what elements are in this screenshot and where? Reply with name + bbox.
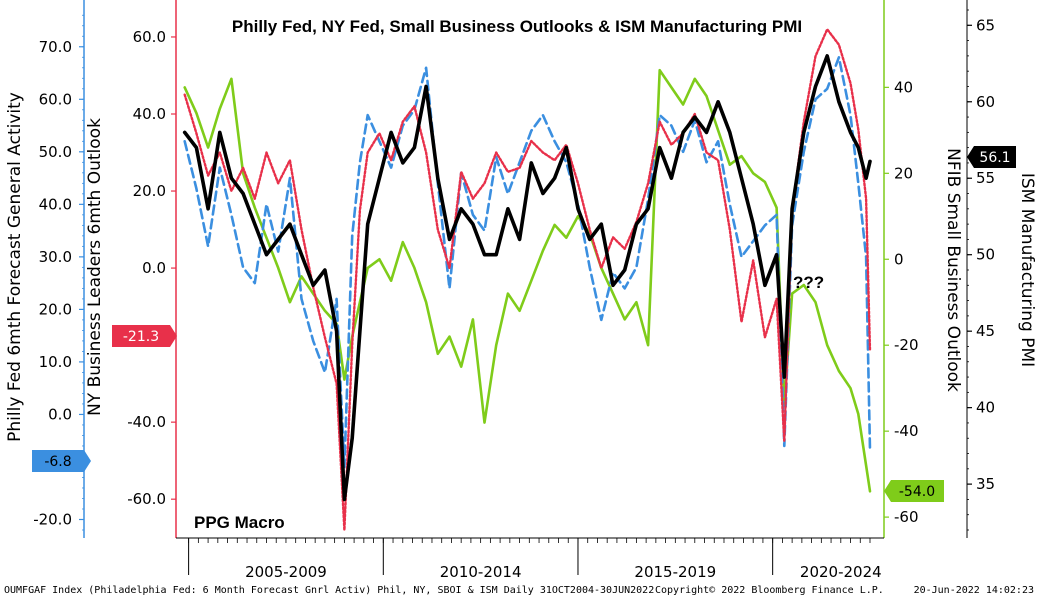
philly-tick-label: 10.0 — [39, 353, 72, 371]
philly-tick-label: 50.0 — [39, 143, 72, 161]
philly-tick-label: 40.0 — [39, 195, 72, 213]
ny-tick-label: -60.0 — [127, 490, 166, 508]
x-period-label: 2020-2024 — [800, 563, 882, 581]
ny-tick-label: 60.0 — [133, 28, 166, 46]
ism-tick-label: 55 — [976, 169, 995, 187]
nfib-tick-label: 0 — [894, 250, 904, 268]
watermark: PPG Macro — [194, 513, 285, 532]
ism-tick-label: 35 — [976, 475, 995, 493]
nfib-last-value: -54.0 — [899, 484, 935, 500]
nfib-tick-label: 40 — [894, 78, 913, 96]
series-ny — [183, 28, 872, 532]
nfib-axis-ticks: 40 20 0 -20 -40 -60 — [884, 78, 919, 526]
footer-copyright: Copyright© 2022 Bloomberg Finance L.P. — [655, 585, 884, 596]
philly-axis-title: Philly Fed 6mth Forecast General Activit… — [5, 92, 25, 442]
series-nfib — [183, 68, 872, 493]
x-axis-ticks: 2005-2009 2010-2014 2015-2019 2020-2024 — [188, 538, 882, 581]
philly-last-value: -6.8 — [44, 454, 71, 470]
philly-tick-label: 30.0 — [39, 248, 72, 266]
philly-tick-label: 0.0 — [48, 405, 72, 423]
philly-tick-label: -20.0 — [33, 510, 72, 528]
ism-axis-ticks: 65 60 55 50 45 40 35 — [967, 9, 995, 531]
nfib-tick-label: -40 — [894, 422, 919, 440]
ism-tick-label: 40 — [976, 399, 995, 417]
chart-title: Philly Fed, NY Fed, Small Business Outlo… — [232, 17, 802, 36]
ny-tick-label: 20.0 — [133, 182, 166, 200]
nfib-tick-label: -20 — [894, 336, 919, 354]
nfib-last-value-tag: -54.0 — [884, 480, 944, 502]
footer-source: OUMFGAF Index (Philadelphia Fed: 6 Month… — [4, 585, 654, 596]
philly-tick-label: 70.0 — [39, 38, 72, 56]
ny-last-value-tag: -21.3 — [112, 325, 177, 347]
ny-axis-ticks: 60.0 40.0 20.0 0.0 -40.0 -60.0 — [127, 28, 176, 508]
ism-last-value: 56.1 — [979, 150, 1010, 166]
philly-tick-label: 20.0 — [39, 300, 72, 318]
ny-tick-label: 0.0 — [142, 259, 166, 277]
x-period-label: 2010-2014 — [440, 563, 522, 581]
ny-last-value: -21.3 — [123, 329, 159, 345]
ism-tick-label: 65 — [976, 16, 995, 34]
series-line-ism — [182, 54, 872, 502]
annotation: ??? — [793, 273, 824, 292]
ism-tick-label: 45 — [976, 322, 995, 340]
ism-tick-label: 60 — [976, 93, 995, 111]
series-line-ny — [183, 28, 872, 532]
ny-tick-label: -40.0 — [127, 413, 166, 431]
series-philly — [183, 56, 872, 469]
footer-timestamp: 20-Jun-2022 14:02:23 — [914, 585, 1034, 596]
series-line-philly — [183, 56, 872, 469]
nfib-tick-label: 20 — [894, 164, 913, 182]
plot-frame — [83, 0, 968, 539]
ism-axis-title: ISM Manufacturing PMI — [1017, 173, 1037, 367]
series-layer — [182, 28, 872, 532]
nfib-axis-title: NFIB Small Business Outlook — [943, 148, 963, 392]
ism-tick-label: 50 — [976, 246, 995, 264]
series-line-nfib — [183, 68, 872, 493]
nfib-tick-label: -60 — [894, 508, 919, 526]
ny-tick-label: 40.0 — [133, 105, 166, 123]
philly-tick-label: 60.0 — [39, 90, 72, 108]
x-period-label: 2015-2019 — [634, 563, 716, 581]
philly-last-value-tag: -6.8 — [32, 450, 91, 472]
series-ism — [182, 54, 872, 502]
ny-axis-title: NY Business Leaders 6mth Outlook — [85, 118, 105, 416]
x-period-label: 2005-2009 — [245, 563, 327, 581]
ism-last-value-tag: 56.1 — [967, 146, 1016, 168]
